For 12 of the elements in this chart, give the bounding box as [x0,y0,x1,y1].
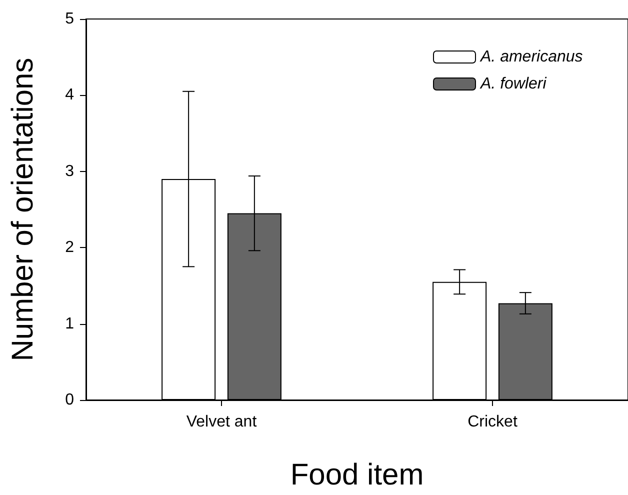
legend-label: A. fowleri [480,76,547,92]
y-tick-label: 5 [65,10,74,28]
y-tick-label: 0 [65,392,74,408]
y-tick-label: 4 [65,86,74,104]
x-axis-title: Food item [290,458,424,492]
x-tick-label: Velvet ant [186,414,258,430]
y-tick-label: 3 [65,162,74,180]
y-tick-label: 1 [65,315,74,332]
x-tick-label: Cricket [468,414,518,430]
legend-label: A. americanus [480,48,583,66]
y-axis-title: Number of orientations [6,58,40,362]
y-tick-label: 2 [65,239,74,256]
